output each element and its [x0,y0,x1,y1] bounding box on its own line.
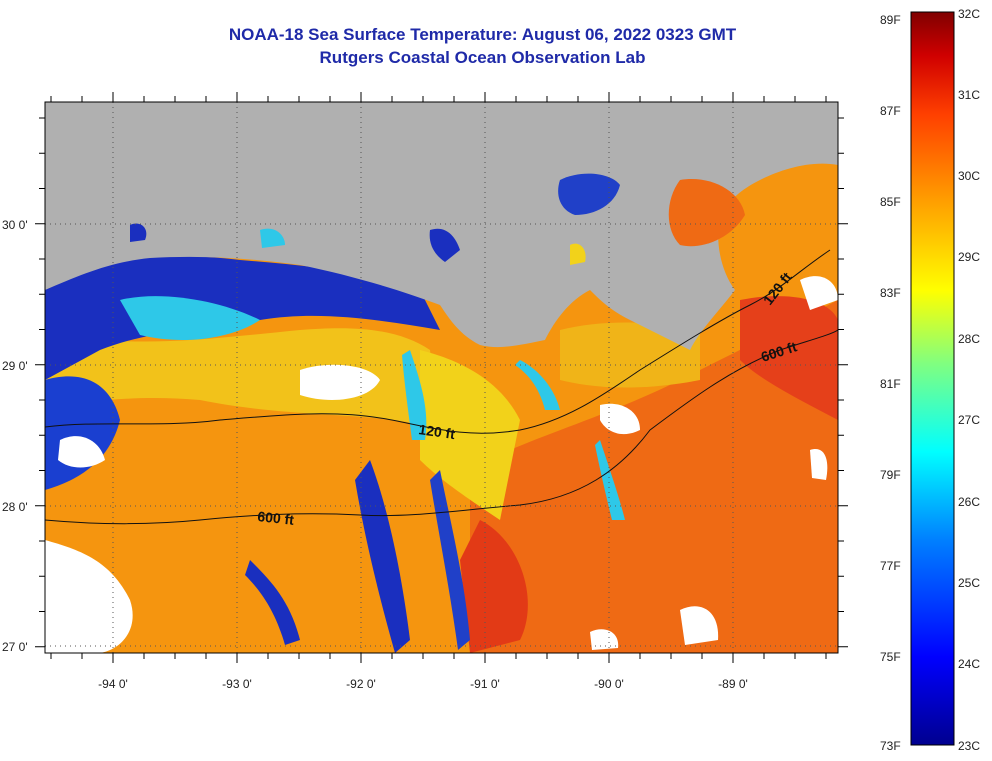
lon-label-90: -90 0' [594,677,624,691]
cb-c-23: 23C [958,739,980,753]
yellow-band-delta [560,322,700,388]
cloud-small-6 [810,449,828,480]
lake-3 [260,228,285,248]
cyan-filament-3 [515,360,560,410]
cloud-small-4 [590,629,619,650]
cyan-patch-west [120,296,260,340]
lat-label-28: 28 0' [2,500,28,514]
yellow-band-central [420,350,520,520]
cb-f-79: 79F [880,468,901,482]
cold-filament-3 [245,560,300,645]
cb-c-25: 25C [958,576,980,590]
coastal-water-ne [668,179,745,247]
lat-label-27: 27 0' [2,640,28,654]
lon-label-93: -93 0' [222,677,252,691]
lake-4 [570,243,586,265]
lon-label-94: -94 0' [98,677,128,691]
cb-f-83: 83F [880,286,901,300]
graticule [45,102,838,653]
yellow-band-west [45,328,440,430]
cb-f-89: 89F [880,13,901,27]
cb-c-31: 31C [958,88,980,102]
cb-f-75: 75F [880,650,901,664]
warm-water-east [470,300,838,653]
cb-c-32: 32C [958,7,980,21]
cloud-small-5 [680,606,719,645]
cyan-filament-1 [402,350,427,440]
cyan-filament-2 [595,440,625,520]
lon-label-89: -89 0' [718,677,748,691]
cb-f-81: 81F [880,377,901,391]
lon-label-92: -92 0' [346,677,376,691]
cold-filament-1 [355,460,410,653]
cloud-central-west [300,364,380,400]
lake-5 [130,223,147,242]
cb-f-73: 73F [880,739,901,753]
cloud-small-3 [800,276,838,310]
cb-c-29: 29C [958,250,980,264]
cb-f-77: 77F [880,559,901,573]
isobath-label-120-west: 120 ft [418,421,457,442]
map-frame [44,101,839,654]
frame-ticks [35,92,848,663]
map-subtitle: Rutgers Coastal Ocean Observation Lab [319,48,646,67]
cb-c-30: 30C [958,169,980,183]
cb-c-24: 24C [958,657,980,671]
lat-label-29: 29 0' [2,359,28,373]
cb-c-28: 28C [958,332,980,346]
colorbar-fahrenheit-labels: 89F 87F 85F 83F 81F 79F 77F 75F 73F [880,13,901,753]
land-mass [45,102,838,350]
colorbar [910,11,955,746]
map-title: NOAA-18 Sea Surface Temperature: August … [228,25,737,44]
isobath-600ft [45,329,838,525]
hot-patch-east [740,296,838,420]
cb-c-27: 27C [958,413,980,427]
cb-f-87: 87F [880,104,901,118]
lake-1 [558,173,620,215]
isobath-120ft [45,249,831,434]
cb-c-26: 26C [958,495,980,509]
lake-2 [429,228,460,262]
colorbar-celsius-labels: 32C 31C 30C 29C 28C 27C 26C 25C 24C 23C [958,7,980,753]
lon-label-91: -91 0' [470,677,500,691]
hot-patch-south [460,520,528,653]
lat-label-30: 30 0' [2,218,28,232]
cloud-southwest [45,540,133,653]
cloud-small-2 [600,403,640,435]
cb-f-85: 85F [880,195,901,209]
cold-filament-2 [430,470,470,650]
cloud-small-1 [58,436,105,468]
isobath-label-600-west: 600 ft [257,508,295,528]
sst-map-panel [45,102,838,653]
